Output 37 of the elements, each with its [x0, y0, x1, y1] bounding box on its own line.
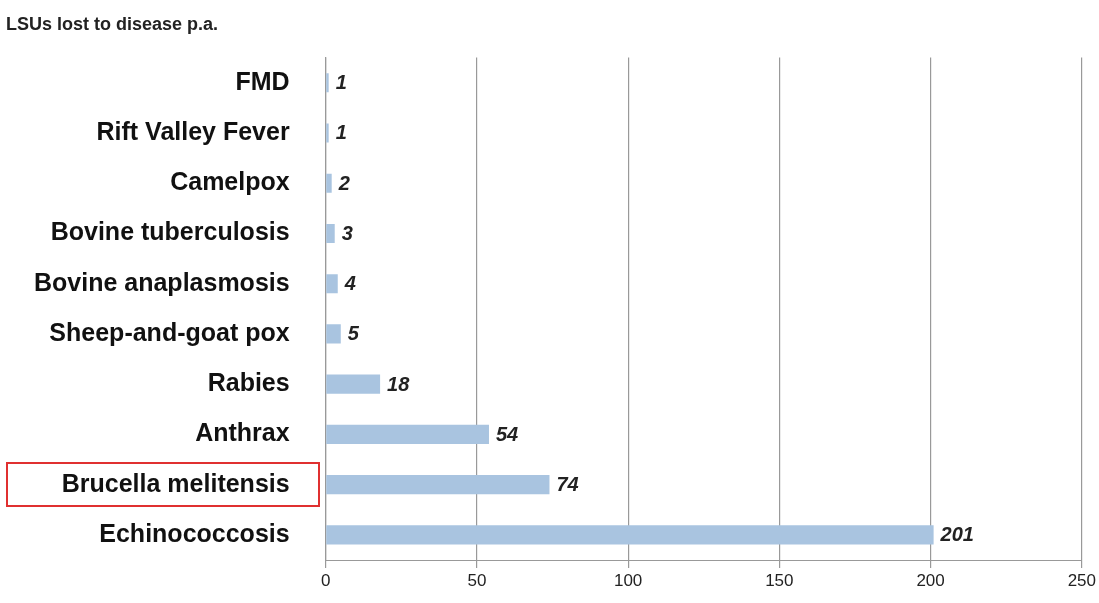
bar — [326, 123, 329, 143]
bar — [326, 424, 489, 444]
y-tick-label: Echinococcosis — [99, 518, 290, 547]
data-label: 2 — [337, 171, 350, 194]
data-label: 1 — [335, 121, 347, 144]
y-tick-label: Rift Valley Fever — [96, 116, 290, 145]
data-label: 74 — [556, 473, 579, 496]
text: LSUs lost to disease p.a. — [6, 13, 219, 34]
data-label: 54 — [495, 422, 519, 445]
y-tick-label: Rabies — [207, 368, 290, 397]
data-label: 4 — [343, 272, 356, 295]
bar — [326, 223, 335, 243]
y-tick-label: FMD — [235, 66, 290, 95]
x-tick-label: 100 — [613, 570, 643, 590]
y-tick-label: Bovine tuberculosis — [50, 217, 290, 246]
data-label: 3 — [341, 221, 353, 244]
x-tick-label: 50 — [467, 570, 487, 590]
y-tick-label: Bovine anaplasmosis — [34, 267, 290, 296]
y-tick-label: Sheep-and-goat pox — [49, 317, 290, 346]
bar — [326, 324, 341, 344]
bar — [326, 73, 329, 93]
data-label: 18 — [387, 372, 411, 395]
x-tick-label: 0 — [320, 570, 331, 590]
data-label: 5 — [347, 322, 360, 345]
bar — [326, 374, 381, 394]
x-tick-label: 250 — [1067, 570, 1097, 590]
bar — [326, 475, 550, 495]
y-tick-label: Camelpox — [170, 167, 290, 196]
bar — [326, 173, 332, 193]
bar — [326, 274, 338, 294]
y-tick-label: Brucella melitensis — [61, 468, 290, 497]
x-tick-label: 150 — [765, 570, 794, 590]
data-label: 201 — [939, 523, 974, 546]
bar — [326, 525, 934, 545]
y-tick-label: Anthrax — [195, 418, 290, 447]
x-tick-label: 200 — [916, 570, 945, 590]
data-label: 1 — [335, 71, 347, 94]
